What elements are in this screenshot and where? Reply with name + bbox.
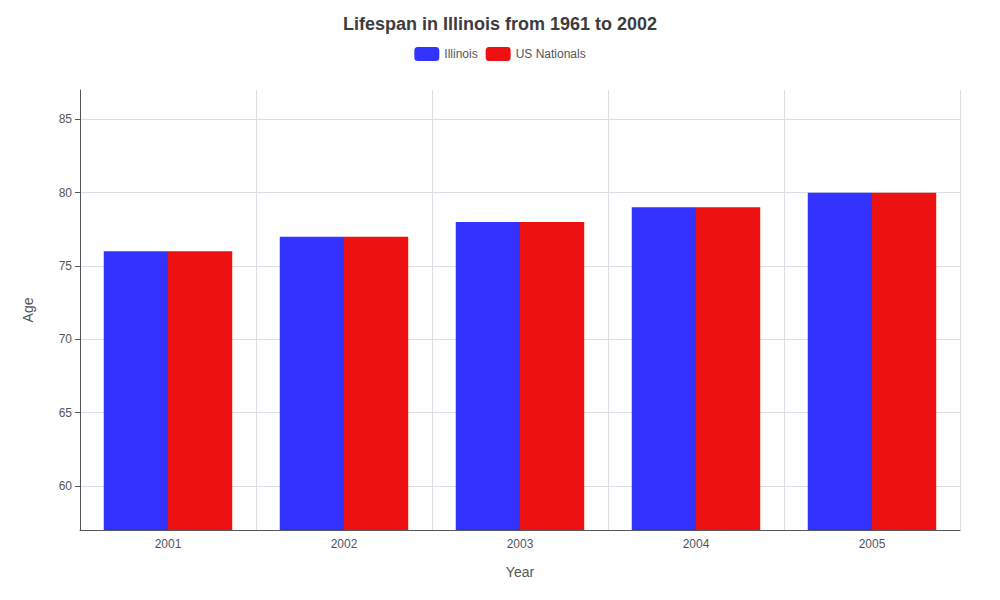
svg-text:2005: 2005 bbox=[859, 537, 886, 551]
svg-text:2002: 2002 bbox=[331, 537, 358, 551]
svg-text:2001: 2001 bbox=[155, 537, 182, 551]
svg-text:Lifespan in Illinois from 1961: Lifespan in Illinois from 1961 to 2002 bbox=[343, 14, 657, 34]
svg-text:Illinois: Illinois bbox=[444, 47, 477, 61]
svg-text:US Nationals: US Nationals bbox=[516, 47, 586, 61]
svg-text:Age: Age bbox=[20, 297, 36, 322]
svg-text:60: 60 bbox=[59, 479, 73, 493]
svg-text:70: 70 bbox=[59, 332, 73, 346]
svg-text:65: 65 bbox=[59, 406, 73, 420]
svg-text:2003: 2003 bbox=[507, 537, 534, 551]
svg-text:85: 85 bbox=[59, 112, 73, 126]
svg-text:Year: Year bbox=[506, 564, 535, 580]
svg-text:2004: 2004 bbox=[683, 537, 710, 551]
svg-text:80: 80 bbox=[59, 186, 73, 200]
svg-text:75: 75 bbox=[59, 259, 73, 273]
